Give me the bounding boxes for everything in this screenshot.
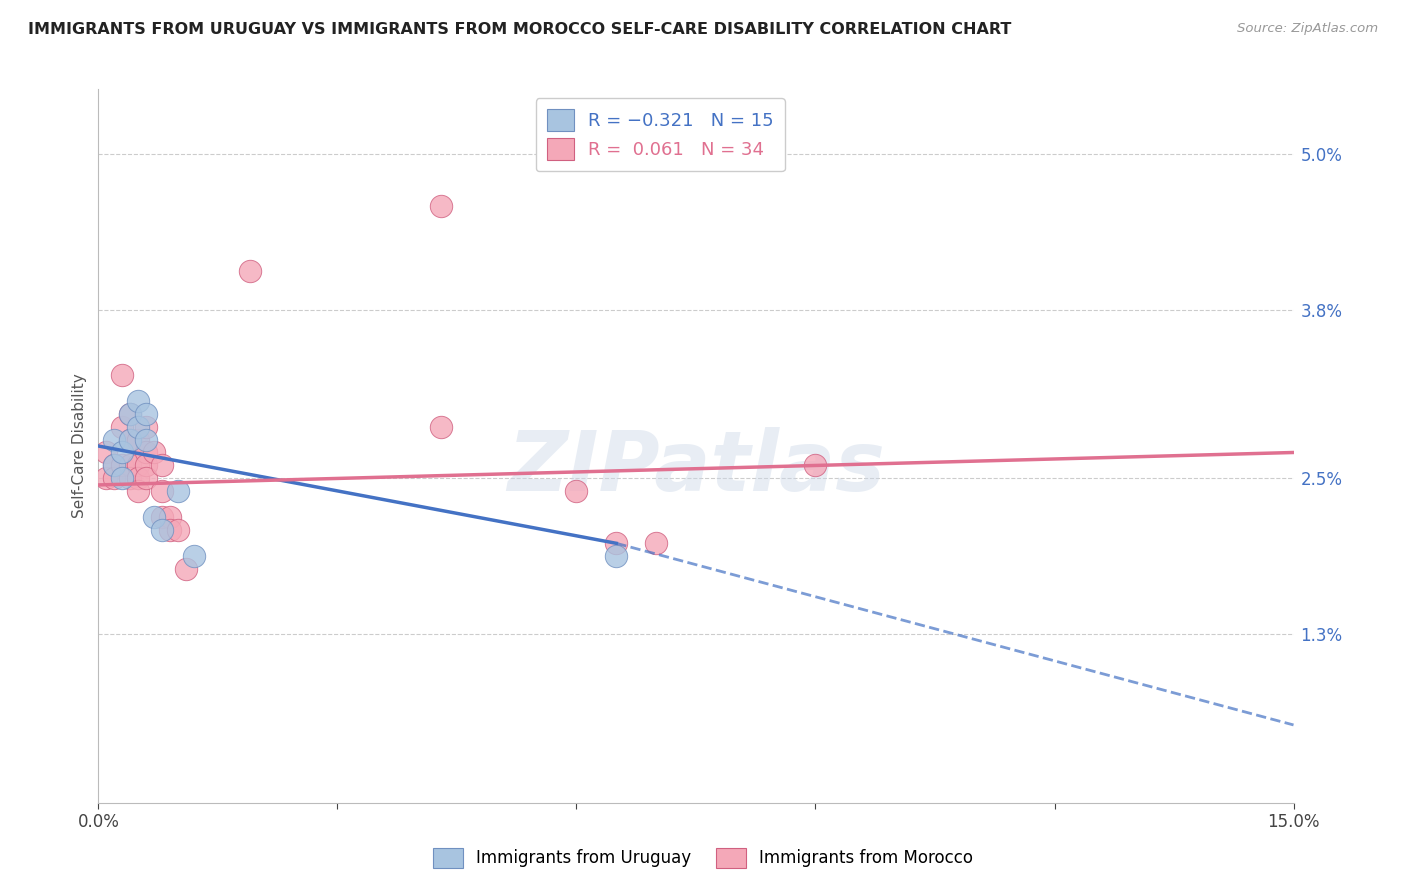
Point xyxy=(111,368,134,382)
Point xyxy=(143,445,166,459)
Point xyxy=(167,524,190,538)
Point xyxy=(103,433,125,447)
Point xyxy=(120,407,142,421)
Point xyxy=(135,471,157,485)
Point xyxy=(150,510,173,524)
Point xyxy=(150,484,173,499)
Point xyxy=(111,458,134,473)
Point xyxy=(96,445,118,459)
Point xyxy=(645,536,668,550)
Point xyxy=(135,419,157,434)
Point xyxy=(96,471,118,485)
Text: Source: ZipAtlas.com: Source: ZipAtlas.com xyxy=(1237,22,1378,36)
Point xyxy=(159,524,181,538)
Point xyxy=(150,458,173,473)
Point xyxy=(127,458,149,473)
Point xyxy=(111,471,134,485)
Point xyxy=(120,433,142,447)
Point xyxy=(120,471,142,485)
Point xyxy=(127,484,149,499)
Point xyxy=(565,484,588,499)
Point xyxy=(605,549,627,564)
Point xyxy=(120,433,142,447)
Point xyxy=(183,549,205,564)
Legend: R = −0.321   N = 15, R =  0.061   N = 34: R = −0.321 N = 15, R = 0.061 N = 34 xyxy=(536,98,785,171)
Point xyxy=(111,419,134,434)
Point xyxy=(127,419,149,434)
Point xyxy=(103,458,125,473)
Point xyxy=(174,562,197,576)
Point xyxy=(167,484,190,499)
Point xyxy=(804,458,827,473)
Text: ZIPatlas: ZIPatlas xyxy=(508,427,884,508)
Point xyxy=(159,510,181,524)
Point xyxy=(135,407,157,421)
Y-axis label: Self-Care Disability: Self-Care Disability xyxy=(72,374,87,518)
Point xyxy=(127,433,149,447)
Point xyxy=(150,524,173,538)
Point xyxy=(120,458,142,473)
Point xyxy=(430,199,453,213)
Point xyxy=(103,471,125,485)
Legend: Immigrants from Uruguay, Immigrants from Morocco: Immigrants from Uruguay, Immigrants from… xyxy=(426,841,980,875)
Point xyxy=(127,393,149,408)
Point xyxy=(135,458,157,473)
Point xyxy=(239,264,262,278)
Point xyxy=(127,471,149,485)
Point xyxy=(430,419,453,434)
Point xyxy=(103,458,125,473)
Point xyxy=(135,445,157,459)
Point xyxy=(143,510,166,524)
Text: IMMIGRANTS FROM URUGUAY VS IMMIGRANTS FROM MOROCCO SELF-CARE DISABILITY CORRELAT: IMMIGRANTS FROM URUGUAY VS IMMIGRANTS FR… xyxy=(28,22,1011,37)
Point xyxy=(605,536,627,550)
Point xyxy=(120,407,142,421)
Point xyxy=(135,433,157,447)
Point xyxy=(111,445,134,459)
